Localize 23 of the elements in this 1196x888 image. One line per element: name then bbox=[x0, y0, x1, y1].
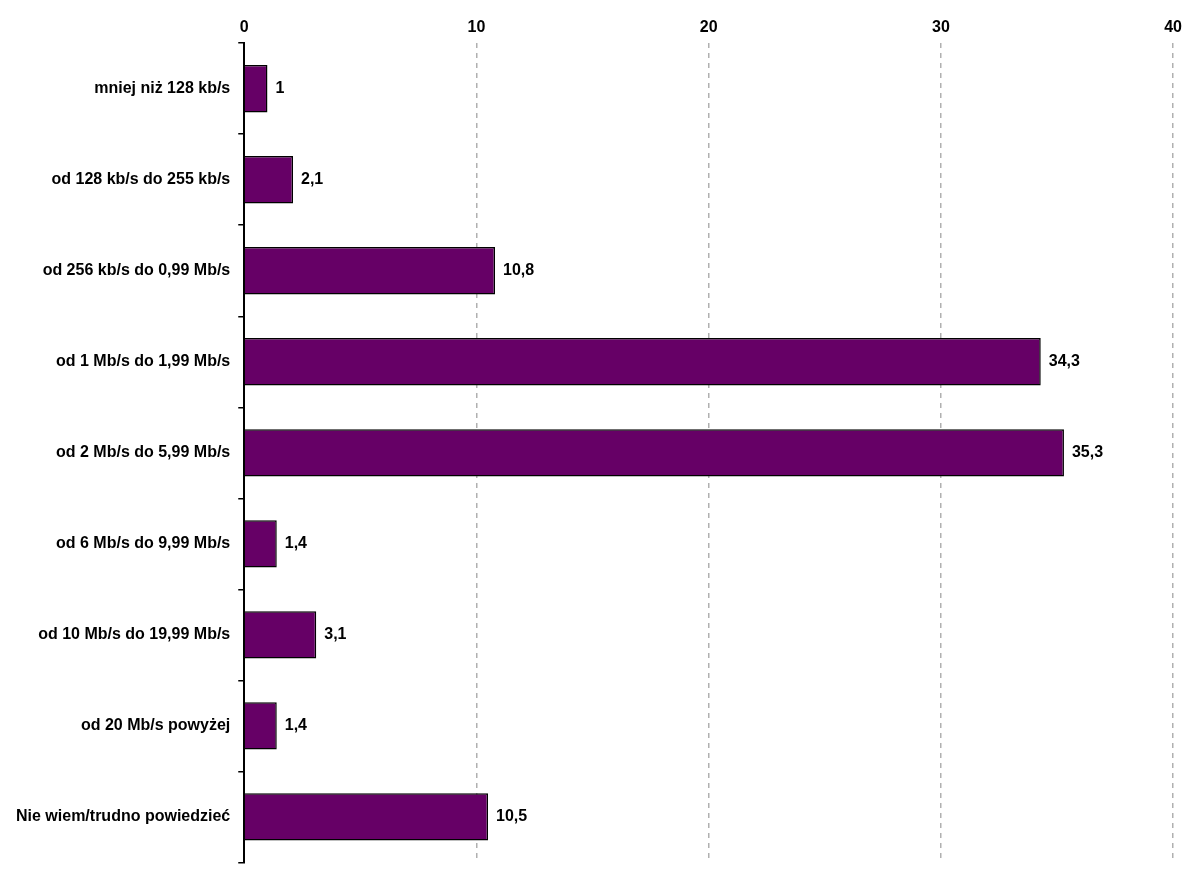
data-label: 1,4 bbox=[284, 534, 308, 552]
x-tick-label: 0 bbox=[239, 18, 249, 36]
y-tick-label: od 20 Mb/s powyżej bbox=[80, 716, 231, 734]
data-label: 2,1 bbox=[301, 170, 324, 188]
data-label: 3,1 bbox=[324, 625, 347, 643]
x-tick-label: 20 bbox=[699, 18, 718, 36]
data-label: 10,5 bbox=[496, 807, 528, 825]
data-label: 1 bbox=[275, 79, 285, 97]
y-tick-label: od 2 Mb/s do 5,99 Mb/s bbox=[56, 443, 231, 461]
y-tick-label: od 10 Mb/s do 19,99 Mb/s bbox=[38, 625, 231, 643]
data-label: 10,8 bbox=[503, 261, 535, 279]
x-tick-label: 10 bbox=[467, 18, 486, 36]
y-tick-label: od 1 Mb/s do 1,99 Mb/s bbox=[56, 352, 231, 370]
data-label: 34,3 bbox=[1048, 352, 1080, 370]
x-tick-label: 30 bbox=[931, 18, 950, 36]
y-tick-label: od 128 kb/s do 255 kb/s bbox=[51, 170, 231, 188]
y-tick-label: mniej niż 128 kb/s bbox=[94, 79, 231, 97]
y-tick-label: od 256 kb/s do 0,99 Mb/s bbox=[42, 261, 231, 279]
y-tick-label: Nie wiem/trudno powiedzieć bbox=[16, 807, 231, 825]
y-tick-label: od 6 Mb/s do 9,99 Mb/s bbox=[56, 534, 231, 552]
x-tick-label: 40 bbox=[1164, 18, 1183, 36]
data-label: 35,3 bbox=[1071, 443, 1104, 461]
data-label: 1,4 bbox=[284, 716, 308, 734]
